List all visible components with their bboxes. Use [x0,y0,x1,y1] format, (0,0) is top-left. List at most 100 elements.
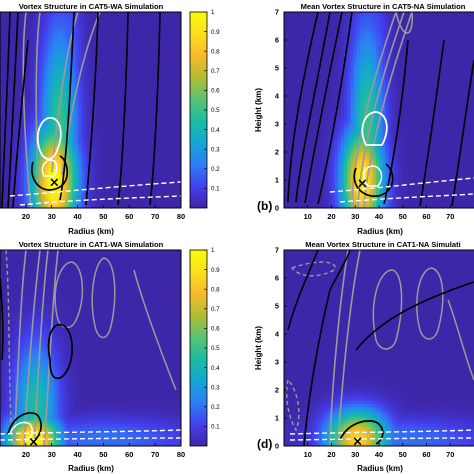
heatmap-cell [9,201,13,206]
heatmap-cell [293,100,298,105]
heatmap-cell [150,77,155,82]
heatmap-cell [45,70,49,75]
heatmap-cell [114,54,119,59]
heatmap-cell [141,129,146,134]
heatmap-cell [287,142,291,147]
heatmap-cell [24,172,28,176]
heatmap-cell [90,201,95,206]
heatmap-cell [72,44,77,49]
heatmap-cell [90,47,95,52]
heatmap-cell [159,93,164,98]
heatmap-cell [325,139,329,144]
heatmap-cell [84,185,89,189]
heatmap-cell [303,31,307,36]
heatmap-cell [306,21,310,26]
heatmap-cell [290,123,295,127]
heatmap-cell [290,44,295,49]
heatmap-cell [111,103,116,108]
heatmap-cell [135,18,140,23]
heatmap-cell [132,18,137,23]
heatmap-cell [78,145,83,150]
heatmap-cell [99,70,104,75]
heatmap-cell [287,113,291,118]
heatmap-cell [75,175,80,180]
heatmap-cell [114,47,119,52]
heatmap-cell [287,93,291,98]
heatmap-cell [18,61,22,65]
heatmap-cell [117,149,122,154]
heatmap-cell [57,61,61,65]
heatmap-cell [168,34,173,39]
heatmap-cell [87,126,92,131]
heatmap-cell [312,57,317,62]
heatmap-cell [287,126,291,131]
heatmap-cell [108,139,113,144]
heatmap-cell [318,47,323,52]
heatmap-cell [153,198,158,203]
heatmap-cell [138,106,143,111]
heatmap-cell [153,28,158,33]
heatmap-cell [114,18,119,23]
heatmap-cell [162,132,167,137]
heatmap-cell [347,175,352,180]
heatmap-cell [141,132,146,137]
heatmap-cell [290,47,295,52]
heatmap-cell [159,21,164,26]
heatmap-cell [54,191,58,196]
heatmap-cell [60,31,64,36]
heatmap-cell [114,100,119,105]
heatmap-cell [3,201,7,206]
heatmap-cell [174,77,179,82]
heatmap-cell [42,12,46,16]
heatmap-cell [111,204,116,208]
heatmap-cell [75,129,80,134]
heatmap-cell [27,159,31,163]
heatmap-cell [75,139,80,144]
heatmap-cell [325,132,329,137]
heatmap-cell [341,172,345,176]
heatmap-cell [328,80,333,85]
heatmap-cell [287,116,291,121]
heatmap-cell [150,25,155,29]
heatmap-cell [165,175,170,180]
heatmap-cell [39,70,43,75]
heatmap-cell [54,178,58,183]
heatmap-cell [132,93,137,98]
heatmap-cell [144,25,149,29]
heatmap-cell [18,178,22,183]
heatmap-cell [123,168,128,173]
heatmap-cell [293,34,298,39]
heatmap-cell [96,47,101,52]
heatmap-cell [12,172,16,176]
heatmap-cell [138,132,143,137]
heatmap-cell [0,119,4,124]
heatmap-cell [30,132,34,137]
heatmap-cell [111,87,116,91]
heatmap-cell [138,44,143,49]
heatmap-cell [33,168,37,173]
heatmap-cell [174,188,179,193]
heatmap-cell [165,80,170,85]
heatmap-cell [105,90,110,95]
heatmap-cell [33,204,37,208]
heatmap-cell [337,44,342,49]
heatmap-cell [21,100,25,105]
heatmap-cell [45,191,49,196]
heatmap-cell [129,181,134,186]
heatmap-cell [114,15,119,20]
heatmap-cell [57,204,61,208]
heatmap-cell [75,44,80,49]
heatmap-cell [337,129,342,134]
heatmap-cell [81,21,86,26]
heatmap-cell [165,162,170,167]
heatmap-cell [129,123,134,127]
heatmap-cell [12,165,16,170]
heatmap-cell [129,136,134,140]
heatmap-cell [42,34,46,39]
heatmap-cell [296,198,301,203]
heatmap-cell [120,64,125,69]
heatmap-cell [81,185,86,189]
heatmap-cell [57,74,61,78]
heatmap-cell [296,159,301,163]
heatmap-cell [72,181,77,186]
